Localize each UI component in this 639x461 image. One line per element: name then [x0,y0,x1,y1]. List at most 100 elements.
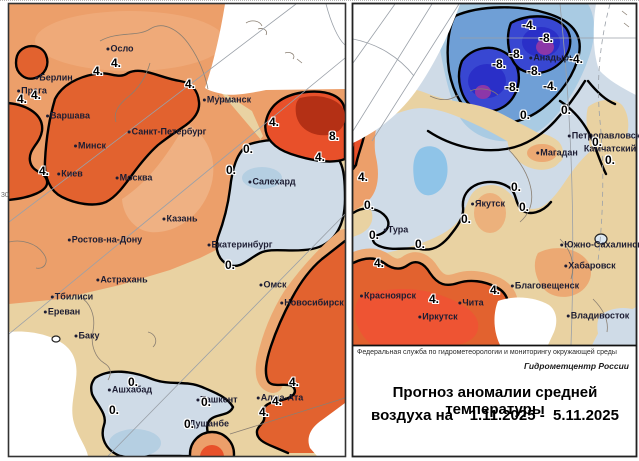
contour-value-label: 0. [414,237,426,251]
city-name: Санкт-Петербург [131,126,207,137]
contour-value-label: 4. [288,375,300,389]
city-marker-dot [43,310,47,314]
city-marker-dot [383,228,387,232]
city-marker-dot [74,334,78,338]
contour-value-label: 0. [368,228,380,242]
city-marker-dot [67,238,71,242]
city-label: Москва [115,172,153,183]
city-name: Берлин [39,72,73,83]
city-marker-dot [57,172,61,176]
city-name: Анадырь [533,52,575,63]
contour-value-label: 0. [224,258,236,272]
city-name: Иркутск [422,311,458,322]
contour-value-label: 4. [184,77,196,91]
city-label: Петропавловск [567,130,639,141]
city-label: Красноярск [359,290,417,301]
city-marker-dot [207,243,211,247]
city-name: Алма-Ата [260,392,304,403]
city-name: Тура [387,224,409,235]
city-name: Казань [166,213,198,224]
city-name: Екатеринбург [211,239,273,250]
contour-value-label: 4. [489,283,501,297]
contour-value-label: 0. [518,200,530,214]
city-marker-dot [50,295,54,299]
city-label: Благовещенск [510,280,580,291]
city-name: Омск [263,279,287,290]
contour-value-label: 4. [314,150,326,164]
forecast-title-line1: Прогноз аномалии средней температуры [392,384,598,418]
contour-value-label: 0. [200,395,212,409]
city-label: Алма-Ата [256,392,304,403]
city-label: Варшава [46,111,90,121]
city-name: Осло [110,43,134,54]
city-label: Осло [106,43,134,54]
city-marker-dot [107,388,111,392]
contour-value-label: -8. [508,47,524,61]
caption-box: Федеральная служба по гидрометеорологии … [353,347,637,455]
contour-value-label: 4. [373,256,385,270]
right-map-group [353,4,636,345]
city-name: Благовещенск [514,280,580,291]
city-label: Ашхабад [107,384,153,395]
left-map-group [9,4,345,456]
contour-value-label: 0. [591,135,603,149]
city-name: Москва [119,172,153,183]
city-name: Минск [78,140,106,151]
contour-value-label: 4. [30,88,42,102]
city-marker-dot [96,278,100,282]
city-label: Чита [458,298,484,308]
city-label: Берлин [35,72,73,83]
contour-value-label: 4. [92,64,104,78]
city-marker-dot [127,130,131,134]
city-label: Мурманск [202,94,252,105]
city-name: Владивосток [570,310,630,321]
city-name: Астрахань [100,274,148,285]
city-marker-dot [196,398,200,402]
contour-value-label: 4. [428,292,440,306]
city-marker-dot [74,144,78,148]
city-marker-dot [256,396,260,400]
city-label: Душанбе [184,419,229,429]
city-marker-dot [106,47,110,51]
city-marker-dot [418,315,422,319]
city-name: Прага [21,85,47,96]
city-name: Якутск [475,198,505,209]
city-name: Ашхабад [111,384,153,395]
city-marker-dot [248,180,252,184]
city-marker-dot [35,76,39,80]
contour-value-label: 0. [510,180,522,194]
contour-value-label: 8. [328,129,340,143]
city-name: Мурманск [206,94,252,105]
contour-value-label: 0. [242,142,254,156]
city-marker-dot [510,284,514,288]
contour-value-label: 0. [127,375,139,389]
city-label: Минск [74,140,106,151]
contour-value-label: 4. [38,164,50,178]
city-marker-dot [471,202,475,206]
hydromet-center-signature: Гидрометцентр России [523,361,629,371]
city-name: Петропавловск [571,130,639,141]
city-marker-dot [17,89,21,93]
city-label: Омск [259,279,287,290]
city-name: Ташкент [200,394,238,405]
city-label: Иркутск [418,311,458,322]
contour-value-label: 0. [560,103,572,117]
city-name: Хабаровск [568,260,616,271]
contour-value-label: 0. [460,212,472,226]
city-label: Баку [74,331,99,341]
city-label: Анадырь [529,52,575,63]
city-label: Тбилиси [50,292,93,302]
city-name: Красноярск [363,290,417,301]
contour-value-label: 0. [108,403,120,417]
city-label: Екатеринбург [207,239,273,250]
contour-value-label: 0. [363,198,375,212]
graticule-tick-label: 30 [1,192,9,199]
city-name: Ереван [47,306,81,317]
contour-value-label: -4. [521,18,537,32]
forecast-title-line2: воздуха на 1.11.2025 - 5.11.2025 [371,407,619,424]
city-name: Салехард [252,176,296,187]
city-marker-dot [564,264,568,268]
contour-value-label: -8. [526,64,542,78]
